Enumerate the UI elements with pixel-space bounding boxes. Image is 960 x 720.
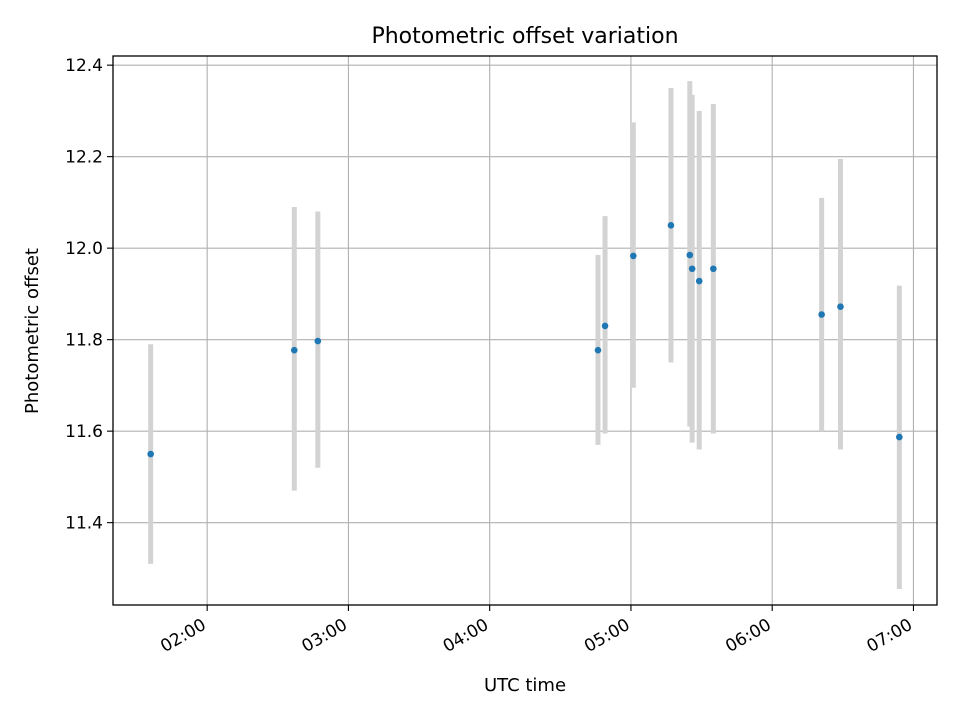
y-tick-label: 11.8	[65, 331, 103, 351]
data-point	[314, 337, 322, 345]
data-point	[629, 252, 637, 260]
chart-title: Photometric offset variation	[371, 24, 678, 49]
data-point	[667, 221, 675, 229]
x-axis-label: UTC time	[484, 675, 566, 696]
data-point	[686, 251, 694, 259]
y-tick-label: 12.4	[65, 56, 103, 76]
data-point	[710, 265, 717, 273]
data-point	[601, 322, 609, 330]
plot-frame	[112, 55, 938, 606]
y-axis-ticks: 11.4 11.6 11.8 12.0 12.2 12.4	[65, 56, 113, 534]
data-point	[818, 311, 825, 318]
y-tick-label: 11.6	[65, 422, 103, 442]
data-point	[594, 346, 602, 354]
y-axis-label: Photometric offset	[22, 248, 43, 414]
data-point	[837, 303, 844, 311]
data-point	[290, 346, 298, 354]
y-tick-label: 11.4	[65, 514, 103, 534]
y-tick-label: 12.2	[65, 148, 103, 168]
grid	[113, 56, 937, 605]
data-point	[896, 433, 903, 441]
y-tick-label: 12.0	[65, 239, 103, 259]
data-point	[147, 450, 154, 458]
data-point	[695, 277, 703, 285]
data-points	[147, 221, 903, 458]
data-point	[688, 265, 696, 273]
